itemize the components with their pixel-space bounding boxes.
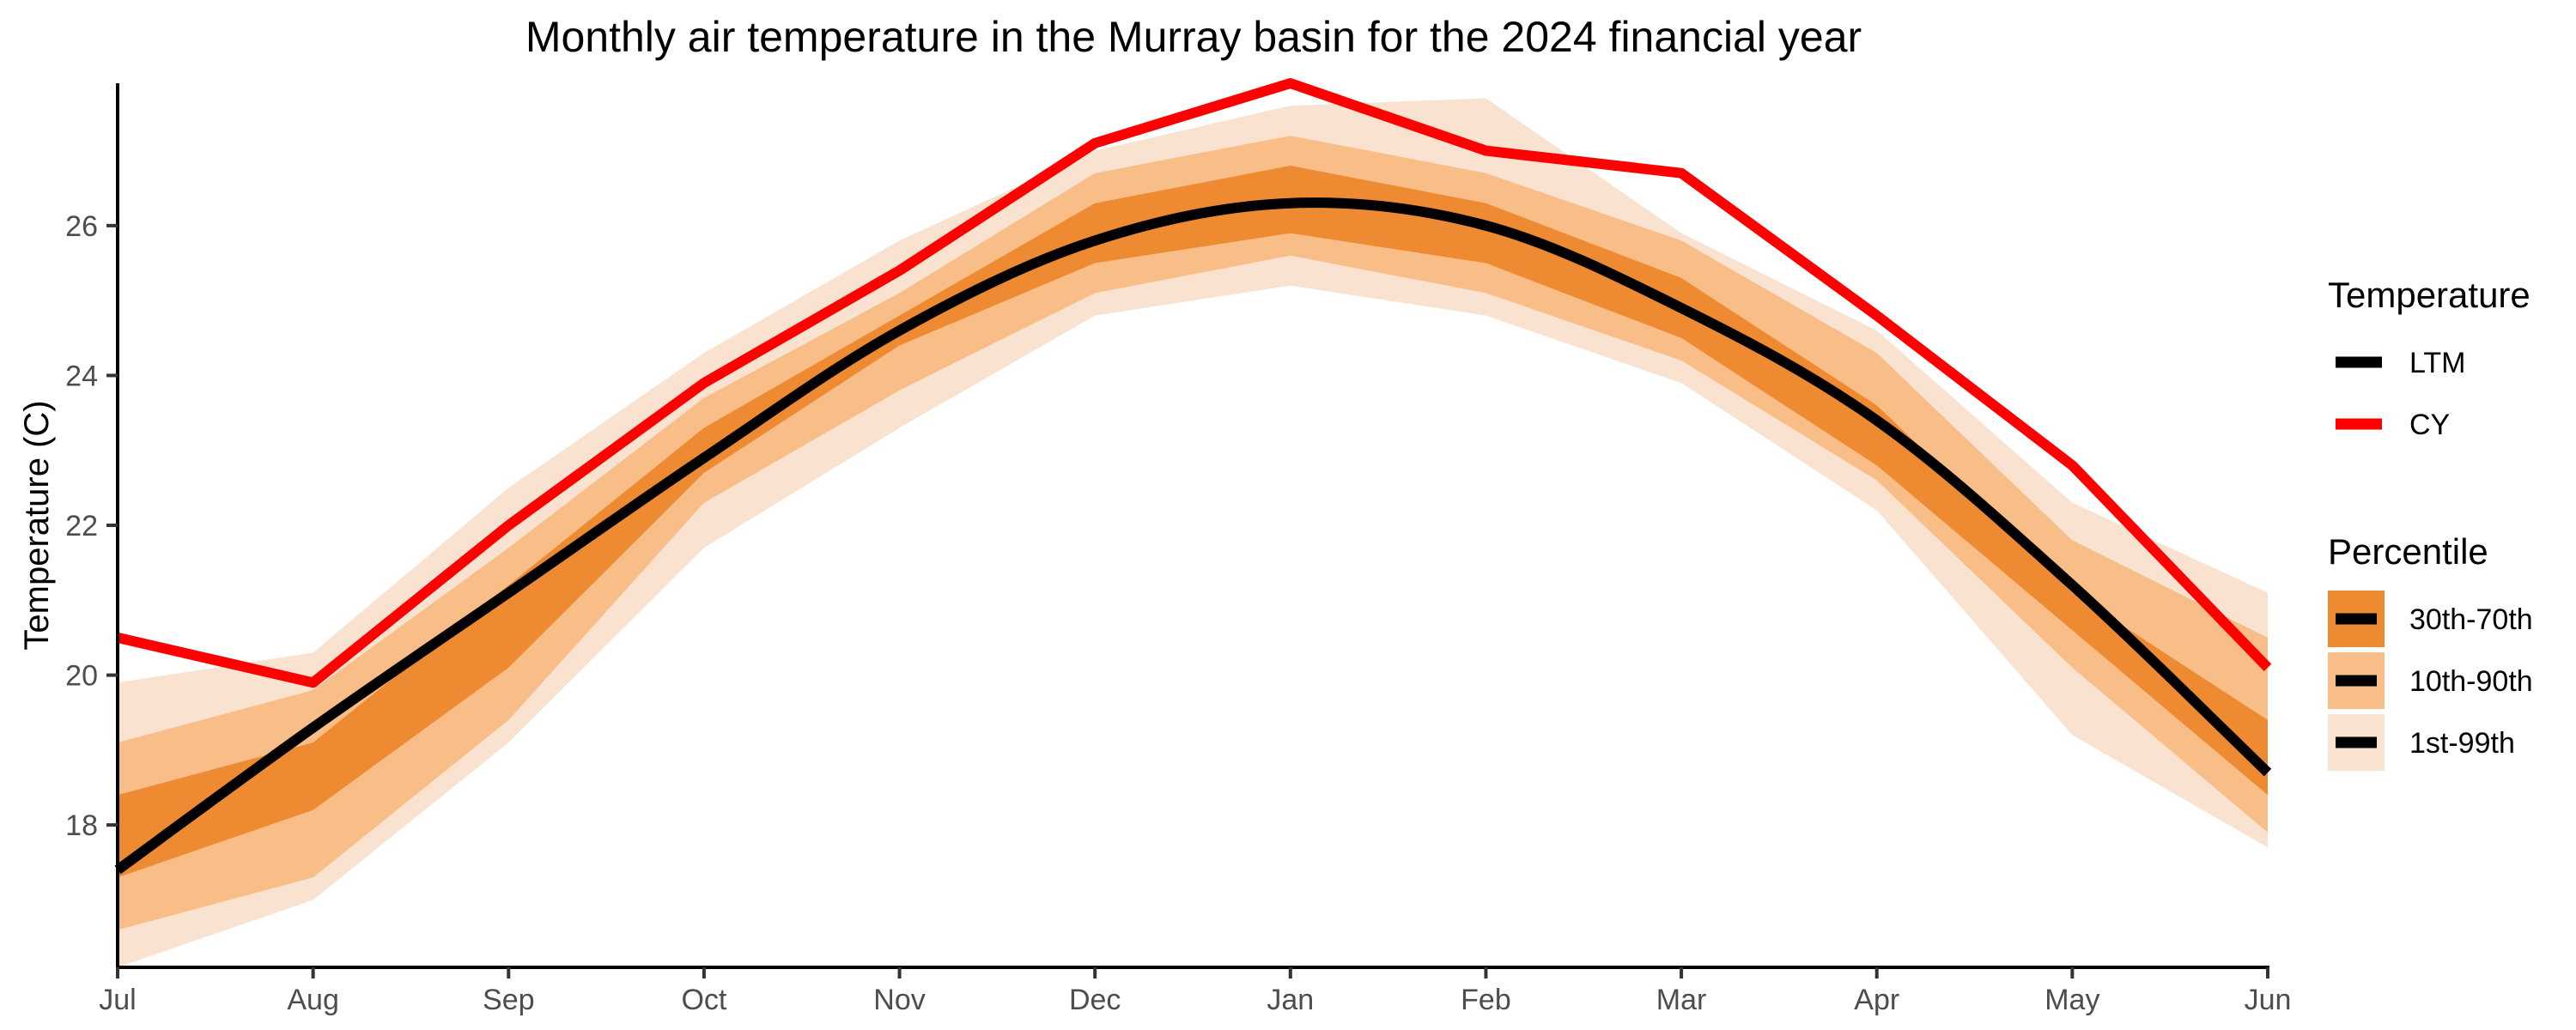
x-axis-ticks: Jul Aug Sep Oct Nov Dec Jan Feb Mar Apr May Jun [99, 967, 2291, 1016]
legend-label-cy: CY [2409, 409, 2450, 441]
legend-label-10-90: 10th-90th [2409, 665, 2533, 698]
y-tick-label: 22 [65, 510, 98, 542]
x-tick-label: Jul [99, 984, 136, 1016]
y-tick-label: 24 [65, 360, 98, 392]
x-tick-label: May [2044, 984, 2099, 1016]
x-tick-label: Sep [483, 984, 535, 1016]
y-tick-label: 18 [65, 809, 98, 842]
legend-label-30-70: 30th-70th [2409, 603, 2533, 636]
y-axis-ticks: 18 20 22 24 26 [65, 210, 118, 842]
legend-label-1-99: 1st-99th [2409, 727, 2515, 760]
x-tick-label: Oct [681, 984, 726, 1016]
legend-label-ltm: LTM [2409, 347, 2465, 379]
series-line-cy [116, 78, 2272, 688]
percentile-bands [118, 98, 2268, 967]
chart-title: Monthly air temperature in the Murray ba… [526, 13, 1862, 61]
legend-temperature: Temperature LTM CY [2328, 275, 2530, 441]
band-30th-70th [118, 166, 2268, 878]
series-lines [114, 78, 2272, 875]
series-line-ltm [114, 197, 2272, 875]
y-tick-label: 26 [65, 210, 98, 243]
x-tick-label: Jan [1267, 984, 1314, 1016]
x-tick-label: Dec [1069, 984, 1121, 1016]
plot-area [114, 78, 2272, 967]
x-tick-label: Apr [1854, 984, 1899, 1016]
legend-percentile: Percentile 30th-70th 10th-90th 1st-99th [2328, 531, 2533, 771]
band-10th-90th [118, 136, 2268, 930]
legend-percentile-title: Percentile [2328, 531, 2488, 572]
x-tick-label: Aug [287, 984, 339, 1016]
legend-temperature-title: Temperature [2328, 275, 2530, 315]
x-tick-label: Nov [873, 984, 925, 1016]
y-tick-label: 20 [65, 660, 98, 693]
y-axis-title: Temperature (C) [18, 400, 56, 650]
x-tick-label: Mar [1656, 984, 1707, 1016]
x-tick-label: Jun [2245, 984, 2292, 1016]
x-tick-label: Feb [1461, 984, 1511, 1016]
